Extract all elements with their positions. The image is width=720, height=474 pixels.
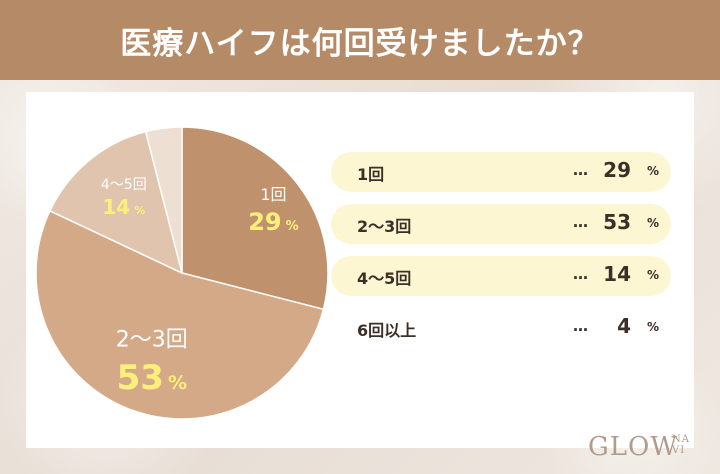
pie-slice-value: 53% (117, 358, 187, 398)
legend-unit: % (647, 268, 660, 282)
legend-value: 4 (617, 314, 631, 338)
logo-sub-top: NA (672, 434, 690, 445)
pie-slice-4 (144, 126, 183, 274)
pie-slice-value: 29% (248, 208, 298, 236)
legend: 1回 … 29 % 2〜3回 … 53 % 4〜5回 … 14 % 6回以上 …… (331, 152, 671, 360)
pie-slice-label: 1回 (260, 185, 286, 204)
legend-row-3: 4〜5回 … 14 % (331, 256, 671, 296)
legend-unit: % (647, 320, 660, 334)
pie-slice-2 (35, 209, 325, 420)
legend-dots: … (573, 265, 588, 283)
pie-slice-label: 2〜3回 (116, 328, 188, 353)
legend-dots: … (573, 161, 588, 179)
logo-sub-bottom: VI (672, 445, 686, 456)
pie-slice-3 (48, 130, 184, 275)
legend-row-2: 2〜3回 … 53 % (331, 204, 671, 244)
pie-slice-value: 14% (102, 195, 145, 219)
glow-navi-logo: GLOW NA VI (588, 432, 698, 466)
legend-value: 29 (603, 158, 631, 182)
legend-unit: % (647, 216, 660, 230)
legend-dots: … (573, 317, 588, 335)
legend-row-4: 6回以上 … 4 % (331, 308, 671, 348)
page-title: 医療ハイフは何回受けましたか？ (120, 25, 600, 62)
legend-label: 6回以上 (357, 321, 417, 340)
legend-label: 4〜5回 (357, 269, 412, 288)
legend-row-1: 1回 … 29 % (331, 152, 671, 192)
title-banner: 医療ハイフは何回受けましたか？ (0, 0, 720, 80)
legend-value: 14 (603, 262, 631, 286)
pie-slice-1 (181, 126, 329, 311)
legend-value: 53 (603, 210, 631, 234)
pie-chart: 1回 29 % 2〜3回 53 % 4〜5回 14% (35, 126, 329, 420)
pie-slice-label: 4〜5回 (101, 177, 147, 193)
legend-dots: … (573, 213, 588, 231)
legend-label: 1回 (357, 165, 385, 184)
logo-wordmark: GLOW (588, 432, 679, 462)
logo-subtext: NA VI (672, 434, 690, 456)
legend-label: 2〜3回 (357, 217, 412, 236)
legend-unit: % (647, 164, 660, 178)
